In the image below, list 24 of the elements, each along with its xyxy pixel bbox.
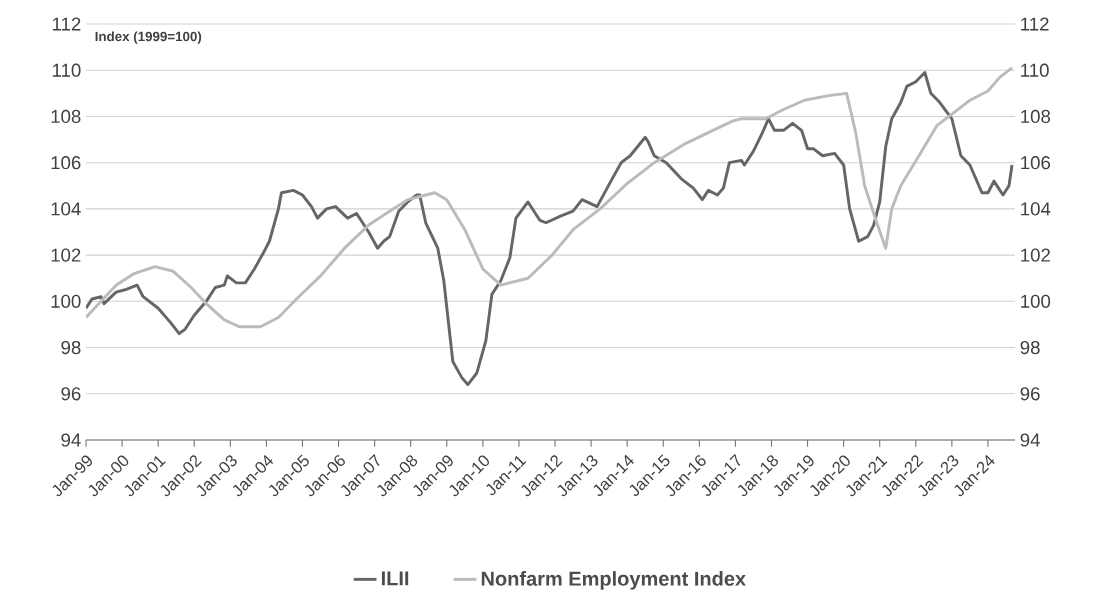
y2-tick-label: 106 (1021, 156, 1051, 170)
y-tick-label: 100 (51, 294, 81, 308)
y-axis-title: Index (1999=100) (95, 31, 202, 44)
y2-tick-label: 100 (1021, 294, 1051, 308)
y2-tick-label: 102 (1021, 248, 1050, 262)
line-series (86, 66, 1014, 329)
y-tick-label: 108 (51, 109, 81, 124)
y2-tick-label: 96 (1020, 387, 1040, 401)
y-tick-label: 112 (52, 17, 81, 31)
y2-tick-label: 112 (1021, 17, 1049, 31)
y-tick-label: 96 (61, 387, 81, 401)
y-tick-label: 104 (51, 202, 81, 216)
y-tick-label: 106 (51, 156, 81, 170)
y-tick-label: 98 (61, 340, 81, 355)
y-tick-label: 102 (51, 248, 81, 262)
y2-tick-label: 94 (1020, 433, 1040, 447)
legend-label: ILII (381, 571, 409, 586)
y-tick-label: 110 (52, 63, 81, 77)
y2-tick-label: 104 (1021, 202, 1051, 216)
y2-tick-label: 98 (1020, 340, 1040, 355)
y2-tick-label: 108 (1021, 109, 1051, 124)
y-tick-label: 94 (61, 433, 81, 447)
legend-label: Nonfarm Employment Index (481, 571, 746, 590)
y2-tick-label: 110 (1021, 63, 1049, 77)
